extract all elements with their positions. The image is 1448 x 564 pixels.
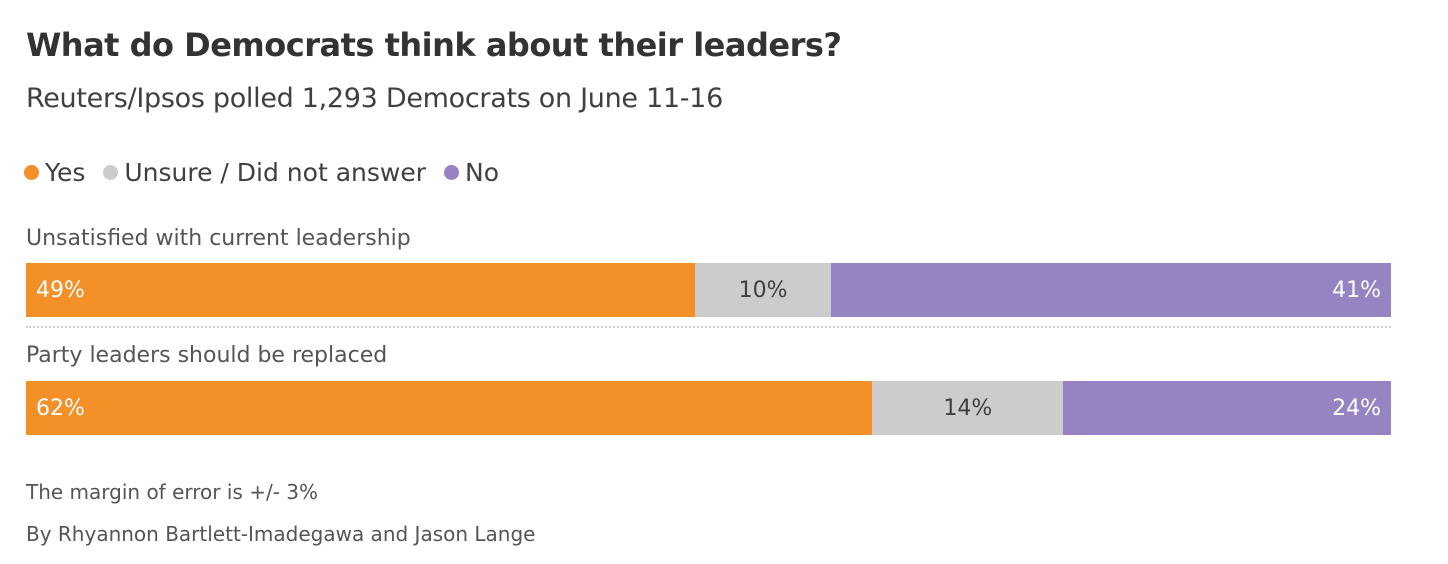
row-label: Unsatisfied with current leadership (26, 226, 411, 251)
bar-segment-no: 41% (831, 263, 1391, 317)
legend-dot-no (444, 165, 459, 180)
legend-label: Unsure / Did not answer (124, 158, 426, 187)
byline: By Rhyannon Bartlett-Imadegawa and Jason… (26, 522, 536, 546)
row-divider (26, 326, 1391, 328)
legend-label: No (465, 158, 499, 187)
bar-segment-yes: 49% (26, 263, 695, 317)
legend-item-unsure: Unsure / Did not answer (103, 158, 426, 187)
row-label: Party leaders should be replaced (26, 343, 388, 368)
data-label: 49% (36, 277, 85, 303)
stacked-bar: 49% 10% 41% (26, 263, 1391, 317)
data-label: 41% (1332, 277, 1381, 303)
legend-dot-unsure (103, 165, 119, 180)
chart-subtitle: Reuters/Ipsos polled 1,293 Democrats on … (26, 83, 723, 114)
bar-segment-unsure: 14% (872, 381, 1064, 435)
data-label: 62% (36, 395, 85, 421)
data-label: 10% (738, 277, 788, 303)
chart-title: What do Democrats think about their lead… (26, 26, 842, 64)
stacked-bar: 62% 14% 24% (26, 381, 1391, 435)
legend-label: Yes (45, 158, 86, 187)
bar-segment-no: 24% (1063, 381, 1391, 435)
legend-dot-yes (24, 165, 39, 180)
legend-item-yes: Yes (24, 158, 85, 187)
bar-segment-yes: 62% (26, 381, 873, 435)
legend-item-no: No (444, 158, 499, 187)
margin-of-error-note: The margin of error is +/- 3% (26, 480, 318, 504)
data-label: 24% (1332, 395, 1381, 421)
legend: Yes Unsure / Did not answer No (24, 158, 499, 187)
data-label: 14% (943, 395, 993, 421)
bar-segment-unsure: 10% (694, 263, 832, 317)
